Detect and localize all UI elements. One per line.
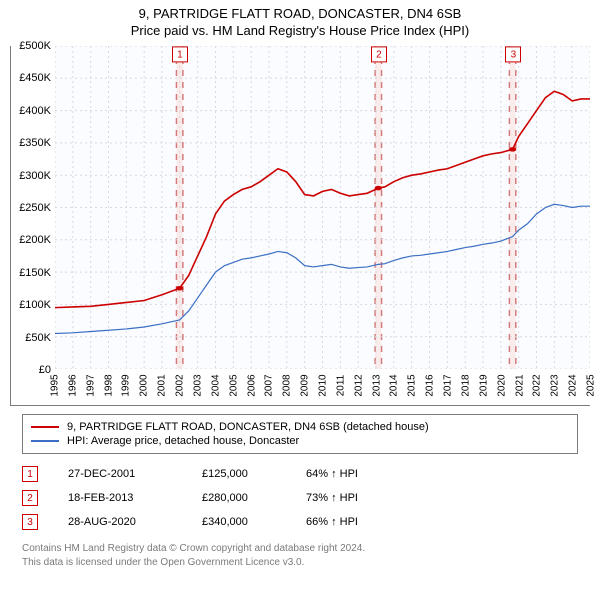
- x-tick-label: 2008: [282, 374, 293, 396]
- y-tick-label: £350K: [11, 137, 51, 149]
- legend-label-property: 9, PARTRIDGE FLATT ROAD, DONCASTER, DN4 …: [67, 421, 429, 433]
- y-tick-label: £200K: [11, 234, 51, 246]
- legend-row-hpi: HPI: Average price, detached house, Donc…: [31, 434, 569, 448]
- x-tick-label: 2015: [407, 374, 418, 396]
- sale-price-2: £280,000: [202, 492, 282, 504]
- x-tick-label: 2017: [443, 374, 454, 396]
- legend-swatch-hpi: [31, 440, 59, 442]
- y-tick-label: £250K: [11, 202, 51, 214]
- x-tick-label: 1995: [50, 374, 61, 396]
- legend-label-hpi: HPI: Average price, detached house, Donc…: [67, 435, 299, 447]
- x-tick-label: 1997: [85, 374, 96, 396]
- x-tick-label: 2000: [139, 374, 150, 396]
- x-tick-label: 2013: [371, 374, 382, 396]
- sales-row-2: 2 18-FEB-2013 £280,000 73% ↑ HPI: [22, 486, 578, 510]
- x-tick-label: 2007: [264, 374, 275, 396]
- sales-row-3: 3 28-AUG-2020 £340,000 66% ↑ HPI: [22, 510, 578, 534]
- x-tick-label: 1999: [121, 374, 132, 396]
- x-tick-label: 2010: [318, 374, 329, 396]
- legend-swatch-property: [31, 426, 59, 428]
- title-line-2: Price paid vs. HM Land Registry's House …: [10, 23, 590, 38]
- sales-table: 1 27-DEC-2001 £125,000 64% ↑ HPI 2 18-FE…: [22, 462, 578, 534]
- y-tick-label: £100K: [11, 299, 51, 311]
- sale-price-1: £125,000: [202, 468, 282, 480]
- legend: 9, PARTRIDGE FLATT ROAD, DONCASTER, DN4 …: [22, 414, 578, 454]
- sale-delta-3: 66% ↑ HPI: [306, 516, 396, 528]
- x-tick-label: 2025: [586, 374, 597, 396]
- x-tick-label: 2021: [514, 374, 525, 396]
- x-tick-label: 2012: [353, 374, 364, 396]
- y-tick-label: £450K: [11, 72, 51, 84]
- sale-date-3: 28-AUG-2020: [68, 516, 178, 528]
- sale-box-2: 2: [22, 490, 38, 506]
- x-tick-label: 2022: [532, 374, 543, 396]
- x-tick-label: 2024: [568, 374, 579, 396]
- plot-region: [55, 46, 590, 369]
- chart-area: £0 £50K £100K £150K £200K £250K £300K £350K £400…: [10, 46, 590, 406]
- x-tick-label: 1996: [67, 374, 78, 396]
- x-tick-label: 1998: [103, 374, 114, 396]
- title-line-1: 9, PARTRIDGE FLATT ROAD, DONCASTER, DN4 …: [10, 6, 590, 21]
- y-tick-label: £500K: [11, 40, 51, 52]
- sale-box-3: 3: [22, 514, 38, 530]
- sale-date-1: 27-DEC-2001: [68, 468, 178, 480]
- footer: Contains HM Land Registry data © Crown c…: [22, 542, 578, 569]
- x-tick-label: 2005: [228, 374, 239, 396]
- x-tick-label: 2011: [335, 375, 346, 397]
- x-tick-label: 2002: [175, 374, 186, 396]
- sales-row-1: 1 27-DEC-2001 £125,000 64% ↑ HPI: [22, 462, 578, 486]
- sale-delta-1: 64% ↑ HPI: [306, 468, 396, 480]
- x-tick-label: 2014: [389, 374, 400, 396]
- sale-box-1: 1: [22, 466, 38, 482]
- y-tick-label: £150K: [11, 267, 51, 279]
- x-tick-label: 2009: [300, 374, 311, 396]
- x-tick-label: 2018: [460, 374, 471, 396]
- chart-title-block: 9, PARTRIDGE FLATT ROAD, DONCASTER, DN4 …: [0, 0, 600, 40]
- x-tick-label: 2016: [425, 374, 436, 396]
- x-tick-label: 2003: [192, 374, 203, 396]
- footer-line-2: This data is licensed under the Open Gov…: [22, 556, 578, 570]
- x-tick-label: 2019: [478, 374, 489, 396]
- y-tick-label: £0: [11, 364, 51, 376]
- y-tick-label: £50K: [11, 332, 51, 344]
- x-tick-label: 2023: [550, 374, 561, 396]
- sale-marker-box: 1: [172, 46, 188, 62]
- x-tick-label: 2020: [496, 374, 507, 396]
- sale-date-2: 18-FEB-2013: [68, 492, 178, 504]
- sale-delta-2: 73% ↑ HPI: [306, 492, 396, 504]
- x-tick-label: 2001: [157, 374, 168, 396]
- y-tick-label: £400K: [11, 105, 51, 117]
- footer-line-1: Contains HM Land Registry data © Crown c…: [22, 542, 578, 556]
- sale-marker-box: 2: [371, 46, 387, 62]
- sale-price-3: £340,000: [202, 516, 282, 528]
- x-tick-label: 2004: [210, 374, 221, 396]
- sale-marker-box: 3: [505, 46, 521, 62]
- y-tick-label: £300K: [11, 170, 51, 182]
- x-tick-label: 2006: [246, 374, 257, 396]
- legend-row-property: 9, PARTRIDGE FLATT ROAD, DONCASTER, DN4 …: [31, 420, 569, 434]
